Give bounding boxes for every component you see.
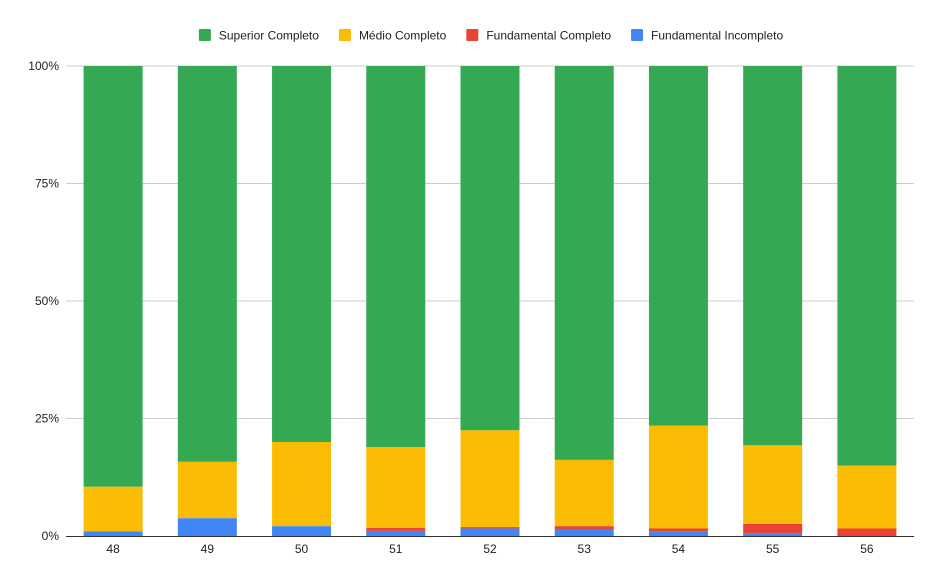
y-tick-label: 0% xyxy=(42,529,60,543)
bar-segment-medio-completo-56[interactable] xyxy=(837,465,897,529)
bar-segment-medio-completo-50[interactable] xyxy=(272,442,332,527)
bar-segment-superior-completo-48[interactable] xyxy=(83,66,143,487)
legend-swatch xyxy=(198,29,211,41)
bar-segment-medio-completo-49[interactable] xyxy=(177,461,237,519)
legend-swatch xyxy=(631,29,644,41)
bar-segment-superior-completo-55[interactable] xyxy=(743,66,803,446)
bar-segment-fundamental-completo-53[interactable] xyxy=(554,526,614,530)
bar-segment-fundamental-completo-55[interactable] xyxy=(743,523,803,534)
x-tick-label: 49 xyxy=(201,542,215,556)
legend-item-medio-completo[interactable]: Médio Completo xyxy=(338,29,447,43)
x-tick-label: 48 xyxy=(106,542,120,556)
bar-segment-superior-completo-54[interactable] xyxy=(648,66,708,426)
bar-segment-fundamental-incompleto-52[interactable] xyxy=(460,528,520,536)
x-tick-label: 52 xyxy=(483,542,497,556)
legend-label: Médio Completo xyxy=(359,29,447,43)
x-tick-label: 50 xyxy=(295,542,309,556)
legend: Superior Completo Médio Completo Fundament… xyxy=(198,29,783,43)
bar-segment-medio-completo-53[interactable] xyxy=(554,459,614,527)
bar-segment-fundamental-completo-54[interactable] xyxy=(648,528,708,532)
bar-segment-fundamental-completo-52[interactable] xyxy=(460,527,520,529)
y-axis-ticks: 0% 25% 50% 75% 100% xyxy=(28,59,59,543)
bar-segment-fundamental-incompleto-55[interactable] xyxy=(743,533,803,536)
legend-swatch xyxy=(466,29,479,41)
bar-segment-superior-completo-56[interactable] xyxy=(837,66,897,466)
bar-segment-fundamental-incompleto-54[interactable] xyxy=(648,531,708,536)
legend-label: Fundamental Completo xyxy=(486,29,611,43)
bar-segment-fundamental-incompleto-49[interactable] xyxy=(177,518,237,536)
x-tick-label: 51 xyxy=(389,542,403,556)
y-tick-label: 75% xyxy=(35,177,59,191)
y-tick-label: 50% xyxy=(35,294,59,308)
legend-item-superior-completo[interactable]: Superior Completo xyxy=(198,29,319,43)
y-tick-label: 25% xyxy=(35,412,59,426)
y-tick-label: 100% xyxy=(28,59,59,73)
bar-segment-fundamental-completo-51[interactable] xyxy=(366,528,426,531)
bar-segment-fundamental-incompleto-48[interactable] xyxy=(83,531,143,536)
bar-segment-fundamental-completo-56[interactable] xyxy=(837,528,897,536)
bar-segment-medio-completo-52[interactable] xyxy=(460,430,520,528)
legend-item-fundamental-completo[interactable]: Fundamental Completo xyxy=(466,29,611,43)
bar-segment-fundamental-incompleto-53[interactable] xyxy=(554,529,614,536)
bar-segment-medio-completo-54[interactable] xyxy=(648,425,708,529)
bar-segment-medio-completo-55[interactable] xyxy=(743,445,803,524)
bars xyxy=(83,66,897,536)
bar-segment-superior-completo-50[interactable] xyxy=(272,66,332,442)
bar-segment-superior-completo-51[interactable] xyxy=(366,66,426,448)
legend-label: Fundamental Incompleto xyxy=(651,29,783,43)
x-axis-ticks: 48 49 50 51 52 53 54 55 56 xyxy=(106,542,873,556)
bar-segment-superior-completo-53[interactable] xyxy=(554,66,614,460)
x-tick-label: 53 xyxy=(578,542,592,556)
x-tick-label: 54 xyxy=(672,542,686,556)
legend-swatch xyxy=(338,29,351,41)
bar-segment-superior-completo-49[interactable] xyxy=(177,66,237,462)
bar-segment-medio-completo-51[interactable] xyxy=(366,447,426,529)
bar-segment-fundamental-incompleto-51[interactable] xyxy=(366,530,426,536)
bar-segment-fundamental-incompleto-50[interactable] xyxy=(272,526,332,536)
legend-label: Superior Completo xyxy=(219,29,319,43)
x-tick-label: 56 xyxy=(860,542,874,556)
legend-item-fundamental-incompleto[interactable]: Fundamental Incompleto xyxy=(631,29,783,43)
bar-segment-superior-completo-52[interactable] xyxy=(460,66,520,431)
bar-segment-medio-completo-48[interactable] xyxy=(83,486,143,532)
x-tick-label: 55 xyxy=(766,542,780,556)
